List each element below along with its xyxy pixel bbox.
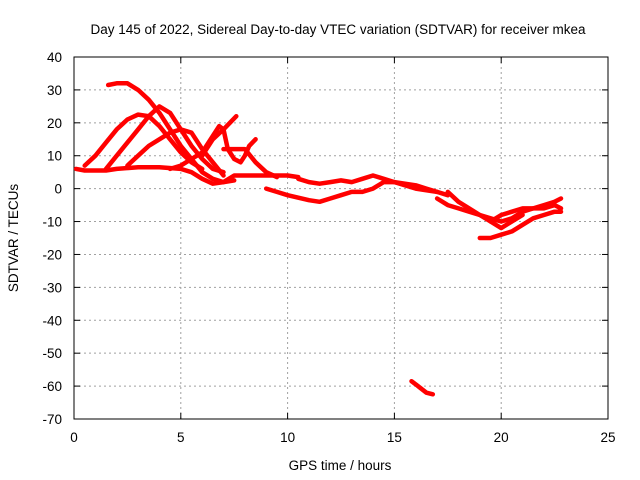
series-arc-9 <box>263 179 440 205</box>
series-arc-1 <box>73 164 301 186</box>
series-arc-12 <box>445 189 564 224</box>
y-tick-label: 40 <box>47 50 62 65</box>
y-tick-label: -10 <box>42 215 62 230</box>
y-tick-label: -70 <box>42 412 62 427</box>
grid <box>74 57 608 419</box>
y-tick-label: 10 <box>47 149 62 164</box>
y-tick-label: -20 <box>42 247 62 262</box>
x-tick-label: 10 <box>280 430 295 445</box>
series-arc-14 <box>488 202 564 224</box>
y-tick-label: 20 <box>47 116 62 131</box>
series-group <box>73 81 564 397</box>
y-tick-label: -50 <box>42 346 62 361</box>
x-tick-label: 5 <box>177 430 185 445</box>
series-arc-5 <box>125 127 226 178</box>
series-arc-3 <box>82 112 205 172</box>
axis-ticks: 0 5 10 15 20 25 40 30 20 10 0 -10 -20 -30 -40 -50 -60 -70 <box>42 50 615 445</box>
series-arc-7 <box>199 113 239 158</box>
y-tick-label: -60 <box>42 379 62 394</box>
x-tick-label: 0 <box>70 430 78 445</box>
series-arc-13 <box>477 209 564 241</box>
x-axis-label: GPS time / hours <box>289 458 392 473</box>
y-tick-label: -30 <box>42 280 62 295</box>
series-arc-4 <box>103 104 226 175</box>
y-axis-label: SDTVAR / TECUs <box>6 184 21 293</box>
series-arc-10 <box>296 173 451 198</box>
y-tick-label: 30 <box>47 83 62 98</box>
x-tick-label: 15 <box>387 430 402 445</box>
x-tick-label: 25 <box>600 430 615 445</box>
plot-frame <box>73 56 609 420</box>
series-arc-2 <box>105 81 237 185</box>
y-tick-label: 0 <box>54 182 62 197</box>
series-arc-15 <box>409 378 436 397</box>
y-tick-label: -40 <box>42 313 62 328</box>
x-tick-label: 20 <box>494 430 509 445</box>
series-arc-8 <box>221 146 280 180</box>
chart-title: Day 145 of 2022, Sidereal Day-to-day VTE… <box>91 22 586 37</box>
